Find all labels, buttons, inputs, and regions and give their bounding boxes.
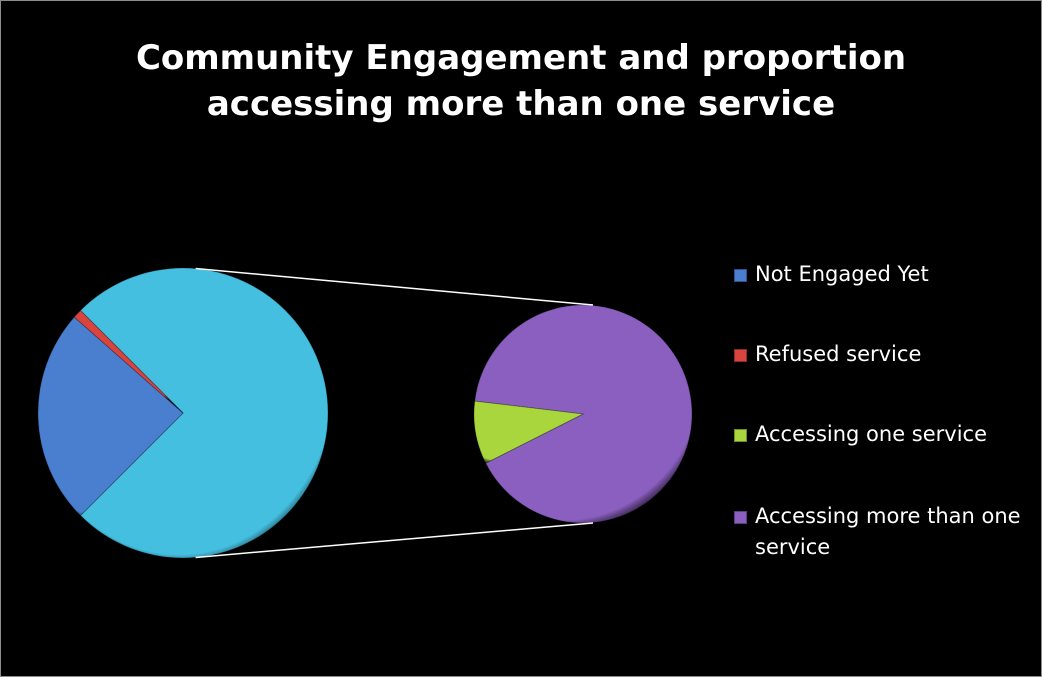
chart-title: Community Engagement and proportion acce…	[41, 35, 1001, 127]
legend-item: Accessing one service	[734, 419, 1035, 450]
legend-swatch	[734, 429, 747, 442]
main-pie-slice-not-engaged-yet	[37, 316, 184, 517]
main-pie-slice-refused-service	[73, 309, 184, 414]
main-pie-slice-other	[79, 267, 329, 559]
legend-item: Refused service	[734, 339, 1035, 370]
connector-line-top	[195, 267, 594, 306]
legend-swatch	[734, 349, 747, 362]
chart-title-line-2: accessing more than one service	[206, 84, 836, 124]
connector-line-bottom	[195, 522, 594, 559]
legend-label: Not Engaged Yet	[755, 262, 929, 286]
legend-swatch	[734, 269, 747, 282]
chart-title-line-1: Community Engagement and proportion	[135, 38, 907, 78]
secondary-pie-slice-accessing-more-than-one-service	[474, 304, 693, 524]
legend-label: Refused service	[755, 342, 922, 366]
secondary-pie-slice-accessing-one-service	[473, 400, 585, 464]
legend-swatch	[734, 511, 747, 524]
legend-label: Accessing more than one service	[755, 504, 1021, 559]
legend-label: Accessing one service	[755, 422, 988, 446]
legend-item: Not Engaged Yet	[734, 259, 1035, 290]
legend-item: Accessing more than one service	[734, 501, 1035, 563]
